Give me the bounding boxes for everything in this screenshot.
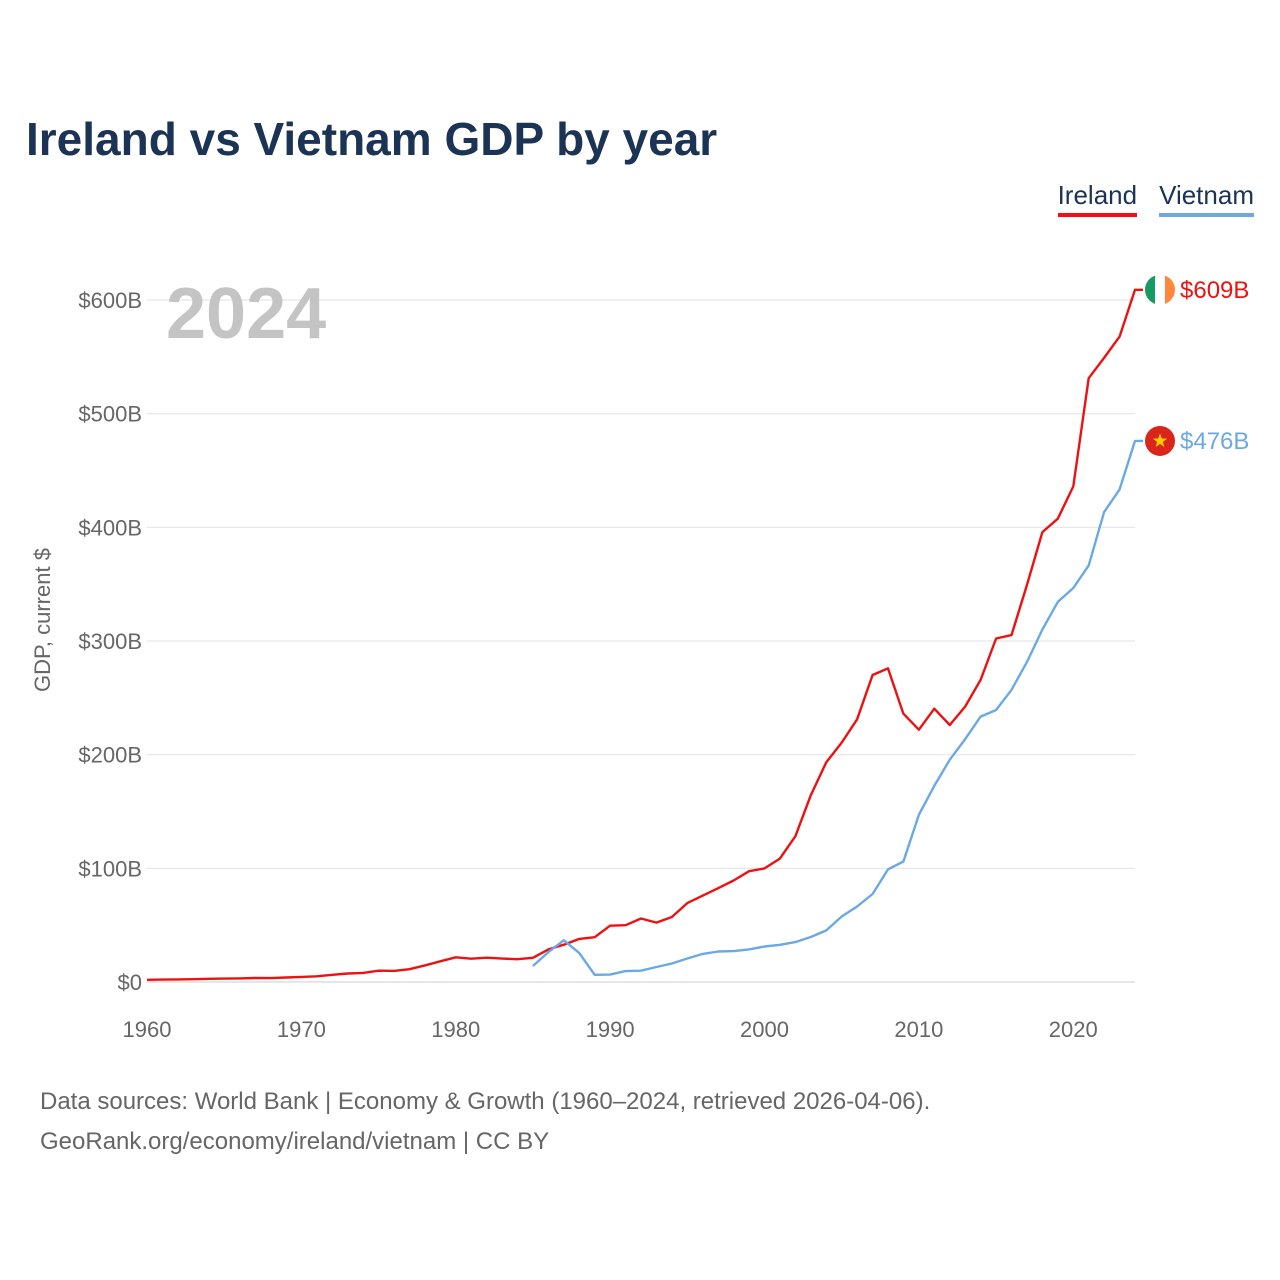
y-tick-label: $600B: [78, 288, 142, 313]
x-tick-label: 1980: [431, 1017, 480, 1042]
x-tick-label: 2000: [740, 1017, 789, 1042]
x-tick-label: 1990: [586, 1017, 635, 1042]
vietnam-flag-icon: [1145, 425, 1175, 456]
y-tick-label: $0: [118, 970, 142, 995]
y-tick-label: $400B: [78, 515, 142, 540]
x-tick-label: 1970: [277, 1017, 326, 1042]
source-line-2: GeoRank.org/economy/ireland/vietnam | CC…: [40, 1128, 550, 1155]
grid-lines: [147, 299, 1135, 983]
y-tick-label: $500B: [78, 402, 142, 427]
series-line-ireland[interactable]: [146, 288, 1143, 981]
source-note: Data sources: World Bank | Economy & Gro…: [40, 1082, 930, 1162]
ireland-flag-icon: [1145, 274, 1175, 305]
y-axis-title: GDP, current $: [30, 548, 55, 692]
source-line-1: Data sources: World Bank | Economy & Gro…: [40, 1088, 931, 1115]
legend-item-ireland[interactable]: Ireland: [1057, 180, 1138, 217]
legend: Ireland Vietnam: [1057, 180, 1254, 217]
end-value-label-vietnam: $476B: [1180, 428, 1249, 455]
y-axis: $0 $100B $200B $300B $400B $500B $600B: [78, 288, 142, 995]
x-tick-label: 2020: [1049, 1017, 1098, 1042]
x-tick-label: 2010: [894, 1017, 943, 1042]
x-tick-label: 1960: [123, 1017, 172, 1042]
series-line-vietnam[interactable]: [532, 439, 1143, 976]
end-value-label-ireland: $609B: [1180, 277, 1249, 304]
legend-item-vietnam[interactable]: Vietnam: [1159, 180, 1254, 217]
y-tick-label: $300B: [78, 629, 142, 654]
current-year-label: 2024: [166, 274, 326, 354]
y-tick-label: $200B: [78, 743, 142, 768]
page-title: Ireland vs Vietnam GDP by year: [26, 113, 718, 165]
end-markers: $609B $476B: [1145, 274, 1249, 456]
series-lines: [146, 288, 1143, 981]
y-tick-label: $100B: [78, 856, 142, 881]
x-axis: 1960 1970 1980 1990 2000 2010 2020: [123, 1017, 1098, 1042]
